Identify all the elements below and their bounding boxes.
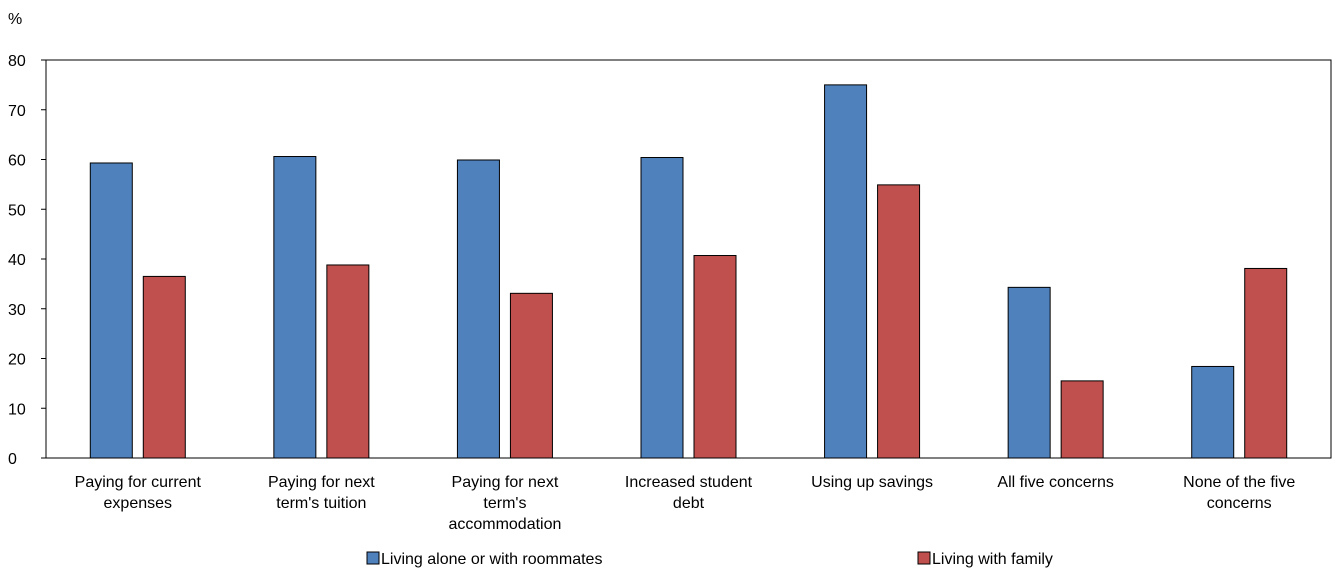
bar-living-alone: [824, 84, 868, 459]
bar-living-with-family: [326, 264, 370, 459]
category-label: Paying for next term's accommodation: [448, 474, 561, 533]
bars-group: [89, 84, 1288, 459]
y-tick-label: 60: [8, 153, 26, 170]
legend: Living alone or with roommates Living wit…: [366, 551, 1053, 568]
category-label-line: All five concerns: [997, 474, 1114, 491]
y-tick-label: 50: [8, 202, 26, 219]
bar-living-alone: [273, 156, 317, 459]
category-label-line: Increased student: [625, 474, 753, 491]
y-tick-label: 40: [8, 252, 26, 269]
y-tick-label: 70: [8, 103, 26, 120]
bar-living-with-family: [693, 255, 737, 459]
legend-label: Living alone or with roommates: [381, 551, 602, 568]
bar-living-alone: [456, 159, 500, 459]
legend-swatch: [917, 551, 931, 565]
category-label-line: Paying for next: [268, 474, 375, 491]
plot-frame: [45, 59, 1332, 459]
category-label: All five concerns: [997, 474, 1114, 491]
bar-living-alone: [1007, 286, 1051, 459]
plot-area: 0 10 20 30 40 50 60 70 80: [8, 53, 1332, 468]
y-tick-label: 20: [8, 352, 26, 369]
category-label-line: concerns: [1207, 495, 1272, 512]
bar-living-alone: [89, 162, 133, 459]
y-tick-label: 0: [8, 451, 17, 468]
bar-living-with-family: [142, 275, 186, 459]
bar-living-with-family: [1244, 267, 1288, 459]
category-label-line: Paying for next: [452, 474, 559, 491]
category-labels: Paying for current expenses Paying for nex…: [75, 474, 1296, 533]
bar-living-alone: [640, 157, 684, 459]
legend-label: Living with family: [932, 551, 1053, 568]
category-label-line: debt: [673, 495, 705, 512]
bar-living-with-family: [1060, 380, 1104, 459]
category-label-line: term's: [483, 495, 526, 512]
bar-living-with-family: [877, 184, 921, 459]
legend-swatch: [366, 551, 380, 565]
category-label: Paying for next term's tuition: [268, 474, 375, 512]
category-label-line: accommodation: [448, 516, 561, 533]
bar-living-alone: [1191, 365, 1235, 459]
y-axis-unit-label: %: [8, 11, 22, 28]
y-tick-label: 80: [8, 53, 26, 70]
category-label-line: term's tuition: [276, 495, 366, 512]
category-label: Increased student debt: [625, 474, 753, 512]
y-tick-label: 30: [8, 302, 26, 319]
category-label: Paying for current expenses: [75, 474, 202, 512]
bar-living-with-family: [509, 292, 553, 459]
y-tick-label: 10: [8, 401, 26, 418]
category-label-line: Paying for current: [75, 474, 202, 491]
category-label: Using up savings: [811, 474, 933, 491]
category-label-line: None of the five: [1183, 474, 1295, 491]
category-label-line: expenses: [104, 495, 173, 512]
category-label: None of the five concerns: [1183, 474, 1295, 512]
category-label-line: Using up savings: [811, 474, 933, 491]
